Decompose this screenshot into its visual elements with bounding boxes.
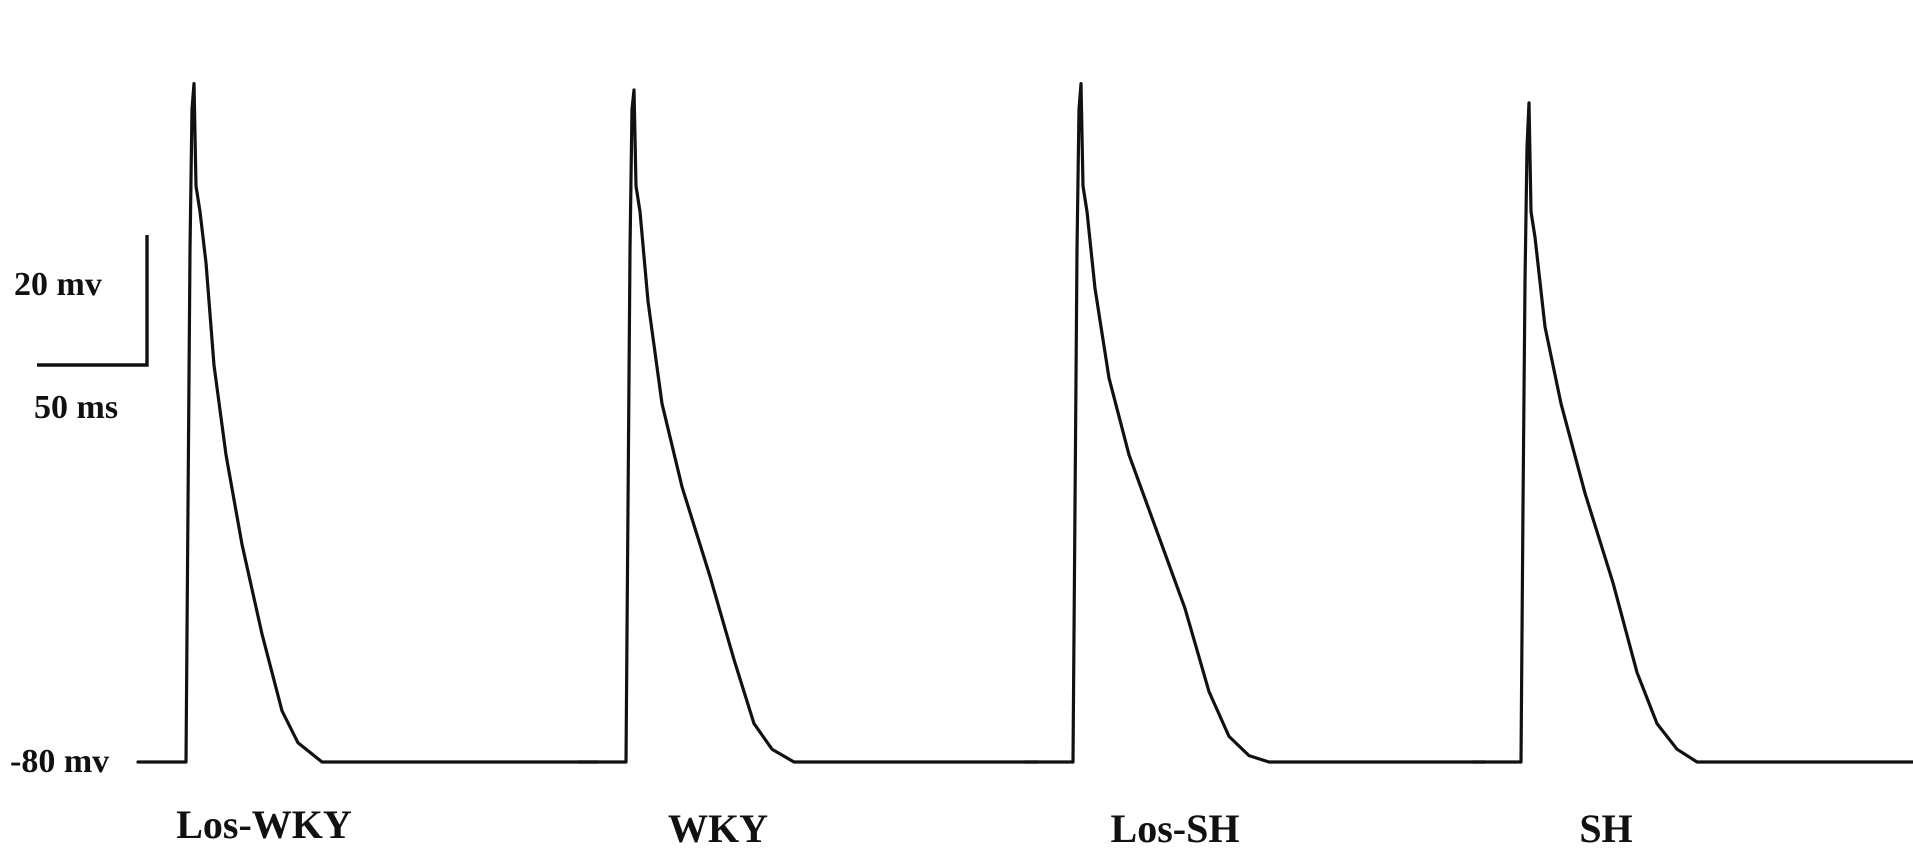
- baseline-label: -80 mv: [10, 743, 109, 780]
- trace-label-wky: WKY: [668, 806, 768, 851]
- trace-label-sh: SH: [1579, 806, 1632, 851]
- trace-los-wky: [136, 82, 600, 764]
- scale-bar-time-label: 50 ms: [34, 389, 118, 426]
- trace-group: [136, 82, 1913, 764]
- trace-sh: [1471, 101, 1913, 764]
- trace-wky: [576, 88, 1040, 764]
- scale-bar-lines: [37, 235, 149, 367]
- scale-bar: 20 mv 50 ms: [14, 235, 149, 426]
- trace-los-sh: [1023, 82, 1487, 764]
- trace-label-los-sh: Los-SH: [1111, 806, 1240, 851]
- scale-bar-voltage-label: 20 mv: [14, 266, 102, 303]
- trace-label-los-wky: Los-WKY: [176, 802, 352, 847]
